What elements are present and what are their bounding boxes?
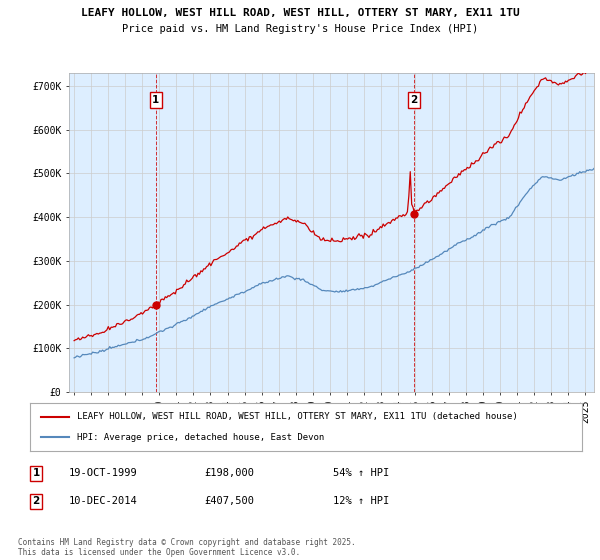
Text: 54% ↑ HPI: 54% ↑ HPI — [333, 468, 389, 478]
Text: Price paid vs. HM Land Registry's House Price Index (HPI): Price paid vs. HM Land Registry's House … — [122, 24, 478, 34]
Text: £198,000: £198,000 — [204, 468, 254, 478]
Text: LEAFY HOLLOW, WEST HILL ROAD, WEST HILL, OTTERY ST MARY, EX11 1TU (detached hous: LEAFY HOLLOW, WEST HILL ROAD, WEST HILL,… — [77, 412, 518, 421]
Text: 1: 1 — [152, 95, 160, 105]
Text: 10-DEC-2014: 10-DEC-2014 — [69, 496, 138, 506]
Text: 2: 2 — [410, 95, 418, 105]
Text: LEAFY HOLLOW, WEST HILL ROAD, WEST HILL, OTTERY ST MARY, EX11 1TU: LEAFY HOLLOW, WEST HILL ROAD, WEST HILL,… — [80, 8, 520, 18]
Text: 1: 1 — [32, 468, 40, 478]
Text: 2: 2 — [32, 496, 40, 506]
Text: 12% ↑ HPI: 12% ↑ HPI — [333, 496, 389, 506]
Text: £407,500: £407,500 — [204, 496, 254, 506]
Text: 19-OCT-1999: 19-OCT-1999 — [69, 468, 138, 478]
Text: Contains HM Land Registry data © Crown copyright and database right 2025.
This d: Contains HM Land Registry data © Crown c… — [18, 538, 356, 557]
Text: HPI: Average price, detached house, East Devon: HPI: Average price, detached house, East… — [77, 433, 324, 442]
